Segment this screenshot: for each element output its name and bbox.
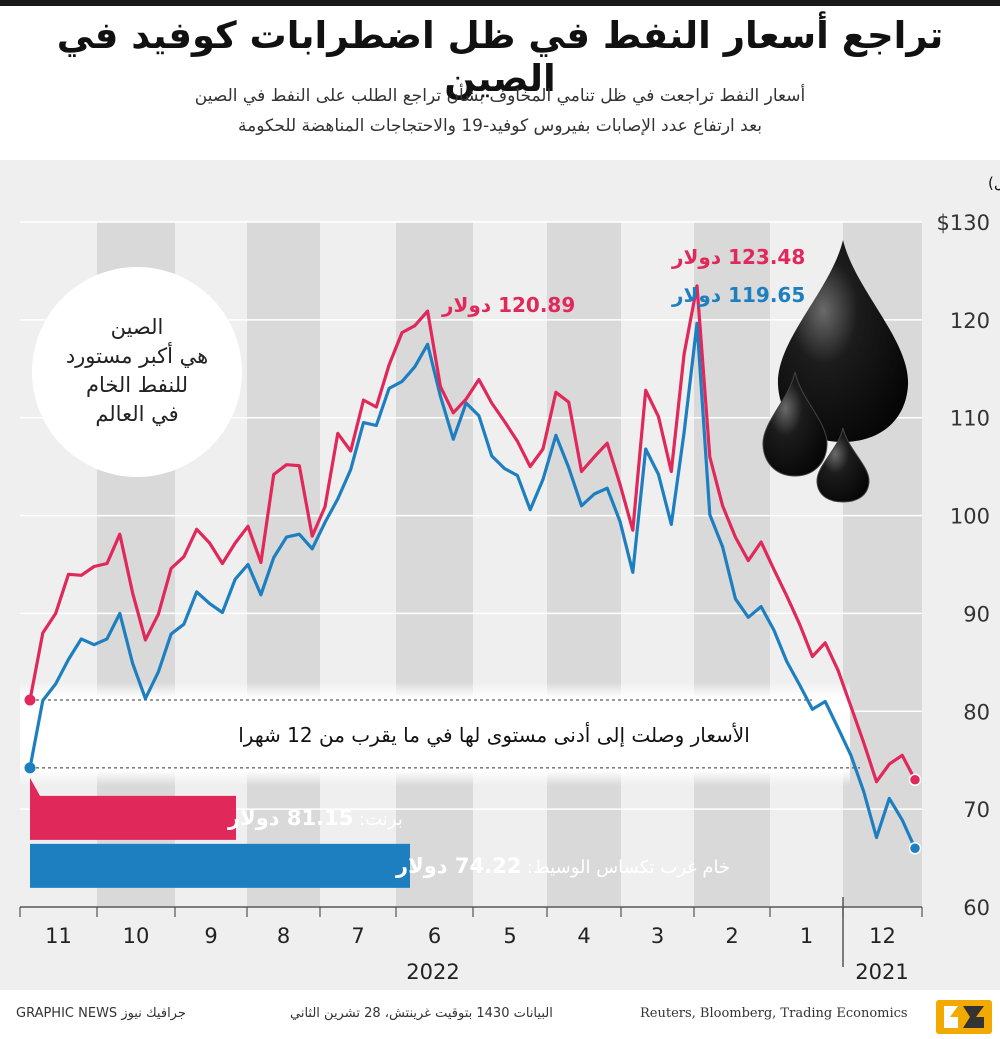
shaded-month-4 bbox=[547, 222, 621, 907]
x-month-label: 10 bbox=[123, 924, 150, 948]
footer-date-note: البيانات 1430 بتوقيت غرينتش، 28 تشرين ال… bbox=[290, 1006, 553, 1021]
china-bubble-circle bbox=[32, 267, 242, 477]
brent-start-dot bbox=[24, 694, 36, 706]
brent-callout-name: برنت: bbox=[353, 809, 402, 830]
y-tick-label: 90 bbox=[963, 602, 990, 626]
series-lines bbox=[24, 284, 922, 855]
wti-callout: خام غرب تكساس الوسيط: 74.22 دولار bbox=[395, 854, 730, 878]
chart-labels: أسعار النفط الخام (دولار للبرميل) 123.48 … bbox=[30, 166, 1000, 888]
x-month-label: 11 bbox=[45, 924, 72, 948]
top-rule bbox=[0, 0, 1000, 6]
oil-drops-icon bbox=[762, 240, 909, 503]
x-month-label: 12 bbox=[869, 924, 896, 948]
y-tick-label: 120 bbox=[950, 309, 990, 333]
footer-sources: Reuters, Bloomberg, Trading Economics bbox=[640, 1006, 908, 1021]
shaded-month-6 bbox=[396, 222, 473, 907]
year-label-2021: 2021 bbox=[855, 960, 908, 984]
wti-start-dot bbox=[24, 762, 36, 774]
x-month-label: 1 bbox=[800, 924, 813, 948]
brent-callout: برنت: 81.15 دولار bbox=[227, 806, 403, 830]
y-tick-label: $130 bbox=[937, 211, 990, 235]
subtitle-line-1: أسعار النفط تراجعت في ظل تنامي المخاوف ب… bbox=[194, 86, 806, 106]
subtitle-line-2: بعد ارتفاع عدد الإصابات بفيروس كوفيد-19 … bbox=[237, 116, 763, 136]
y-tick-label: 80 bbox=[963, 700, 990, 724]
y-tick-label: 100 bbox=[950, 505, 990, 529]
chart-panel: $130 120 110 100 90 80 70 60 الأسعار وصلت إلى أ… bbox=[0, 160, 1000, 990]
wti-end-dot bbox=[908, 842, 922, 855]
shaded-month-2 bbox=[694, 222, 770, 907]
month-shading bbox=[97, 222, 922, 907]
x-month-label: 9 bbox=[204, 924, 217, 948]
large-drop bbox=[777, 240, 909, 442]
medium-drop bbox=[762, 371, 828, 477]
wti-callout-name: خام غرب تكساس الوسيط: bbox=[521, 857, 730, 878]
x-month-label: 2 bbox=[725, 924, 738, 948]
chart-unit-label: (دولار للبرميل) bbox=[988, 174, 1000, 192]
brent-line bbox=[28, 284, 917, 784]
brent-end-dot bbox=[908, 773, 922, 787]
graphic-news-logo bbox=[936, 1000, 992, 1034]
x-axis: 11 10 9 8 7 6 5 4 3 2 1 12 2022 2021 bbox=[19, 897, 923, 984]
brent-callout-box bbox=[30, 777, 236, 840]
x-month-label: 8 bbox=[277, 924, 290, 948]
wti-peak-label: 119.65 دولار bbox=[671, 283, 805, 307]
y-tick-label: 70 bbox=[963, 798, 990, 822]
page-title: تراجع أسعار النفط في ظل اضطرابات كوفيد ف… bbox=[56, 14, 944, 100]
wti-callout-box bbox=[30, 843, 410, 888]
footer-agency: GRAPHIC NEWS جرافيك نيوز bbox=[16, 1006, 186, 1021]
china-bubble-line: في العالم bbox=[95, 402, 178, 427]
brent-peak-label-2022: 120.89 دولار bbox=[441, 293, 575, 317]
year-label-2022: 2022 bbox=[406, 960, 459, 984]
small-drop bbox=[816, 427, 870, 503]
shaded-month-8 bbox=[247, 222, 320, 907]
footer bbox=[0, 992, 1000, 1039]
x-month-label: 4 bbox=[577, 924, 590, 948]
x-month-label: 3 bbox=[651, 924, 664, 948]
china-bubble-line: للنفط الخام bbox=[86, 373, 188, 397]
low-band-fill bbox=[20, 682, 850, 786]
china-bubble-line: الصين bbox=[111, 315, 164, 339]
low-band: الأسعار وصلت إلى أدنى مستوى لها في ما يق… bbox=[20, 682, 860, 786]
wti-callout-value: 74.22 دولار bbox=[395, 854, 521, 878]
wti-line bbox=[28, 321, 917, 849]
brent-callout-value: 81.15 دولار bbox=[227, 806, 353, 830]
brent-peak-label: 123.48 دولار bbox=[671, 245, 805, 269]
x-month-label: 7 bbox=[351, 924, 364, 948]
y-tick-label: 60 bbox=[963, 896, 990, 920]
low-band-annotation: الأسعار وصلت إلى أدنى مستوى لها في ما يق… bbox=[238, 722, 750, 748]
china-bubble: الصين هي أكبر مستورد للنفط الخام في العالم bbox=[32, 267, 242, 477]
x-month-label: 5 bbox=[503, 924, 516, 948]
x-month-label: 6 bbox=[428, 924, 441, 948]
y-tick-label: 110 bbox=[950, 407, 990, 431]
china-bubble-line: هي أكبر مستورد bbox=[66, 342, 208, 368]
chart-title: أسعار النفط الخام (دولار للبرميل) bbox=[988, 166, 1000, 193]
